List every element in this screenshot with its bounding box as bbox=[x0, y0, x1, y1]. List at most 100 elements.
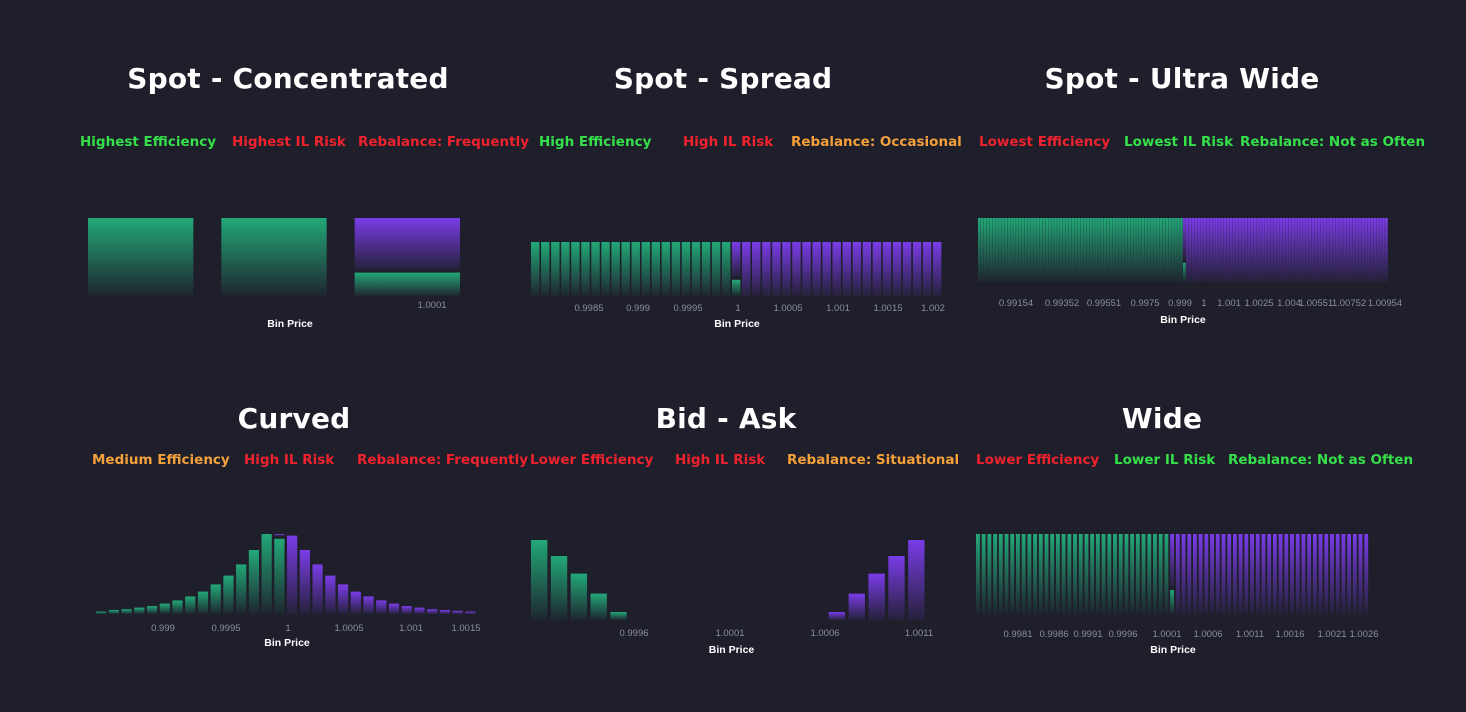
il-risk-label: Lower IL Risk bbox=[1114, 452, 1216, 468]
bar-green bbox=[1077, 218, 1081, 282]
bar-green bbox=[1153, 534, 1157, 614]
bar-purple bbox=[782, 242, 791, 296]
bar-green bbox=[651, 242, 661, 296]
bar-purple bbox=[792, 242, 801, 296]
efficiency-label: Lower Efficiency bbox=[530, 452, 654, 468]
bar-purple bbox=[312, 564, 323, 614]
tick-label: 0.99551 bbox=[1087, 298, 1121, 309]
bar-green bbox=[1107, 534, 1112, 614]
bar-green bbox=[1062, 218, 1066, 282]
x-axis-title: Bin Price bbox=[714, 318, 760, 330]
bar-green bbox=[1013, 218, 1016, 282]
bar-green bbox=[1135, 534, 1140, 614]
bar-purple bbox=[1358, 534, 1363, 614]
bar-green bbox=[1113, 534, 1117, 614]
bar-purple bbox=[812, 242, 821, 296]
bar-green bbox=[1067, 534, 1072, 614]
bar-green bbox=[248, 550, 260, 614]
bar-green bbox=[1050, 534, 1055, 614]
bar-green bbox=[1150, 218, 1154, 282]
bar-purple bbox=[414, 607, 425, 614]
bar-purple bbox=[1358, 218, 1362, 282]
bar-purple bbox=[1270, 218, 1274, 282]
x-axis-title: Bin Price bbox=[264, 637, 310, 649]
bar-green bbox=[1083, 218, 1087, 282]
bar-purple bbox=[1307, 534, 1312, 614]
tick-label: 1.0015 bbox=[873, 303, 902, 314]
bar-purple bbox=[1317, 218, 1321, 282]
il-risk-label: High IL Risk bbox=[675, 452, 766, 468]
bar-purple bbox=[892, 242, 902, 296]
panel-spot-concentrated: Spot - Concentrated Highest Efficiency H… bbox=[58, 18, 529, 348]
bar-green bbox=[590, 593, 607, 620]
chart-svg: 0.999 0.9995 1 1.0005 1.001 1.0015 Bin Price bbox=[96, 534, 481, 649]
bar-purple bbox=[1215, 534, 1220, 614]
bar-purple bbox=[882, 242, 892, 296]
bar-purple bbox=[752, 242, 761, 296]
bar-purple bbox=[1267, 218, 1271, 282]
bar-green bbox=[1004, 218, 1008, 282]
bar-green bbox=[983, 218, 987, 282]
bar-green bbox=[681, 242, 691, 296]
bar-purple bbox=[1241, 218, 1245, 282]
panel-title: Curved bbox=[237, 402, 351, 435]
bar-green bbox=[1024, 218, 1028, 282]
bar-purple bbox=[1232, 534, 1237, 614]
bar-purple bbox=[1218, 218, 1221, 282]
bar-purple bbox=[1235, 218, 1239, 282]
bar-purple bbox=[1320, 218, 1324, 282]
x-axis-title: Bin Price bbox=[709, 644, 755, 656]
bar-green bbox=[96, 611, 107, 614]
tick-label: 0.9995 bbox=[673, 303, 702, 314]
bar-green bbox=[671, 242, 681, 296]
bar-green bbox=[1164, 534, 1169, 614]
bar-purple bbox=[832, 242, 841, 296]
rebalance-label: Rebalance: Frequently bbox=[358, 134, 530, 150]
bar-green bbox=[551, 242, 560, 296]
bar-green bbox=[721, 242, 731, 296]
panel-title: Spot - Spread bbox=[613, 62, 833, 95]
panel-curved: Curved Medium Efficiency High IL Risk Re… bbox=[64, 358, 528, 688]
bar-purple bbox=[1335, 218, 1338, 282]
bar-purple bbox=[1250, 534, 1254, 614]
bar-green bbox=[1115, 218, 1119, 282]
bar-green bbox=[1136, 218, 1139, 282]
bar-green bbox=[121, 609, 132, 614]
bar-purple bbox=[872, 242, 882, 296]
bar-green bbox=[1036, 218, 1040, 282]
bar-green bbox=[223, 575, 234, 614]
bar-purple bbox=[862, 242, 872, 296]
bar-green bbox=[731, 279, 741, 296]
bar-purple bbox=[1175, 534, 1180, 614]
bar-purple bbox=[1330, 534, 1334, 614]
bar-purple bbox=[1253, 218, 1256, 282]
bar-purple bbox=[1338, 218, 1341, 282]
tick-label: 0.999 bbox=[1168, 298, 1192, 309]
bar-green bbox=[1092, 218, 1095, 282]
bar-purple bbox=[1255, 534, 1260, 614]
bar-purple bbox=[848, 593, 865, 620]
bar-purple bbox=[1329, 218, 1333, 282]
bar-green bbox=[1019, 218, 1022, 282]
il-risk-label: High IL Risk bbox=[244, 452, 335, 468]
bar-purple bbox=[354, 218, 460, 270]
bar-green bbox=[1109, 218, 1113, 282]
bar-purple bbox=[1244, 534, 1249, 614]
tick-label: 0.9981 bbox=[1003, 629, 1032, 640]
bar-green bbox=[998, 534, 1003, 614]
tick-label: 1.0001 bbox=[715, 628, 744, 639]
bar-purple bbox=[1341, 534, 1346, 614]
bar-green bbox=[993, 534, 998, 614]
bar-green bbox=[621, 242, 630, 296]
bar-green bbox=[550, 556, 568, 620]
bar-purple bbox=[922, 242, 932, 296]
panel-spot-spread: Spot - Spread High Efficiency High IL Ri… bbox=[508, 18, 968, 348]
bar-purple bbox=[1273, 218, 1277, 282]
bar-green bbox=[1106, 218, 1110, 282]
bar-purple bbox=[1291, 218, 1295, 282]
bar-purple bbox=[1382, 218, 1385, 282]
bar-purple bbox=[452, 610, 463, 614]
tick-label: 1.001 bbox=[399, 623, 423, 634]
bar-green bbox=[541, 242, 550, 296]
bar-green bbox=[1153, 218, 1157, 282]
